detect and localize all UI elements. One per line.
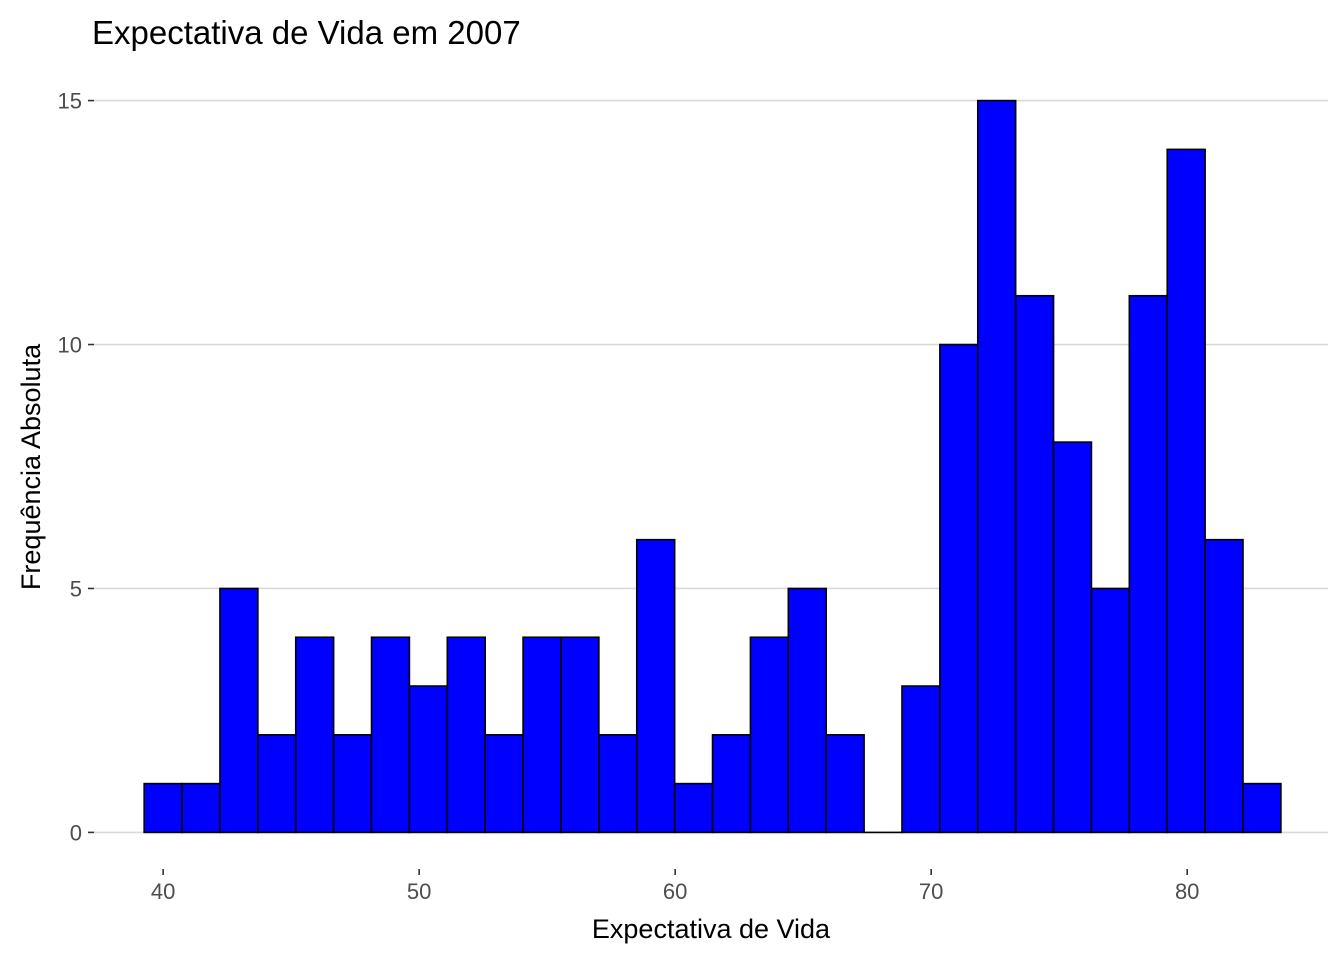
- histogram-bar: [787, 587, 828, 834]
- y-tick-label: 15: [58, 89, 82, 114]
- x-tick-label: 80: [1175, 879, 1199, 904]
- x-tick-label: 60: [663, 879, 687, 904]
- x-axis-title: Expectativa de Vida: [592, 914, 831, 944]
- histogram-bar: [976, 99, 1017, 834]
- histogram-bar: [749, 636, 790, 834]
- histogram-bar: [257, 734, 297, 834]
- histogram-bar: [598, 734, 638, 834]
- y-axis-title: Frequência Absoluta: [16, 343, 46, 590]
- histogram-bar: [1166, 148, 1206, 834]
- histogram-bar: [673, 782, 714, 834]
- y-axis: 0 5 10 15: [58, 89, 94, 845]
- histogram-bar: [219, 587, 259, 834]
- histogram-bar: [1090, 587, 1131, 834]
- histogram-bars: [143, 99, 1282, 834]
- histogram-bar: [1128, 294, 1169, 834]
- histogram-bar: [370, 636, 411, 834]
- histogram-bar: [181, 782, 221, 834]
- histogram-bar: [294, 636, 335, 834]
- histogram-bar: [1052, 441, 1093, 834]
- histogram-bar: [446, 636, 486, 834]
- histogram-bar: [939, 343, 979, 834]
- chart-title: Expectativa de Vida em 2007: [92, 14, 521, 51]
- histogram-bar: [901, 685, 941, 834]
- histogram-bar: [711, 734, 752, 834]
- y-tick-label: 5: [70, 576, 82, 601]
- histogram-bar: [825, 734, 865, 834]
- x-tick-label: 50: [407, 879, 431, 904]
- histogram-bar: [1014, 294, 1055, 834]
- histogram-bar: [332, 734, 373, 834]
- x-tick-label: 40: [151, 879, 175, 904]
- x-axis: 40 50 60 70 80: [151, 869, 1199, 904]
- histogram-bar: [1204, 538, 1244, 834]
- x-tick-label: 70: [919, 879, 943, 904]
- histogram-bar: [560, 636, 600, 834]
- histogram-bar: [1242, 782, 1282, 834]
- histogram-bar: [484, 734, 524, 834]
- y-tick-label: 0: [70, 820, 82, 845]
- y-tick-label: 10: [58, 333, 82, 358]
- histogram-bar: [408, 685, 449, 834]
- histogram-bar: [635, 538, 676, 834]
- histogram-bar: [143, 782, 183, 834]
- histogram-bar: [522, 636, 562, 834]
